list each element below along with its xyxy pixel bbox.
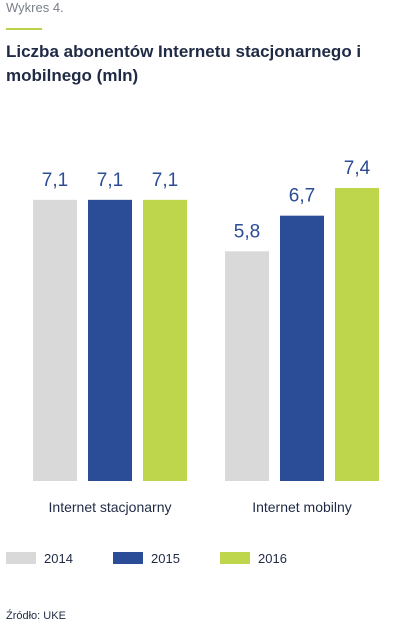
legend-label-2016: 2016: [258, 551, 287, 566]
chart-title: Liczba abonentów Internetu stacjonarnego…: [6, 42, 362, 85]
bar-stacjonarny-2014: [33, 199, 77, 481]
value-label: 7,1: [152, 170, 178, 191]
value-label: 6,7: [289, 186, 315, 207]
legend-swatch-2015: [113, 552, 143, 564]
figure-label: Wykres 4.: [6, 0, 64, 15]
legend-swatch-2016: [220, 552, 250, 564]
category-label: Internet mobilny: [252, 499, 352, 515]
bar-stacjonarny-2015: [88, 199, 132, 481]
value-label: 7,4: [344, 158, 371, 179]
bar-mobilny-2014: [225, 251, 269, 481]
legend-label-2015: 2015: [151, 551, 180, 566]
source-note: Źródło: UKE: [6, 610, 66, 622]
category-label: Internet stacjonarny: [49, 499, 172, 515]
value-label: 7,1: [42, 170, 68, 191]
bar-mobilny-2016: [335, 187, 379, 481]
bar-stacjonarny-2016: [143, 199, 187, 481]
bar-mobilny-2015: [280, 215, 324, 481]
value-label: 7,1: [97, 170, 123, 191]
value-label: 5,8: [234, 221, 260, 242]
legend-swatch-2014: [6, 552, 36, 564]
legend-label-2014: 2014: [44, 551, 73, 566]
title-accent-rule: [6, 28, 42, 30]
